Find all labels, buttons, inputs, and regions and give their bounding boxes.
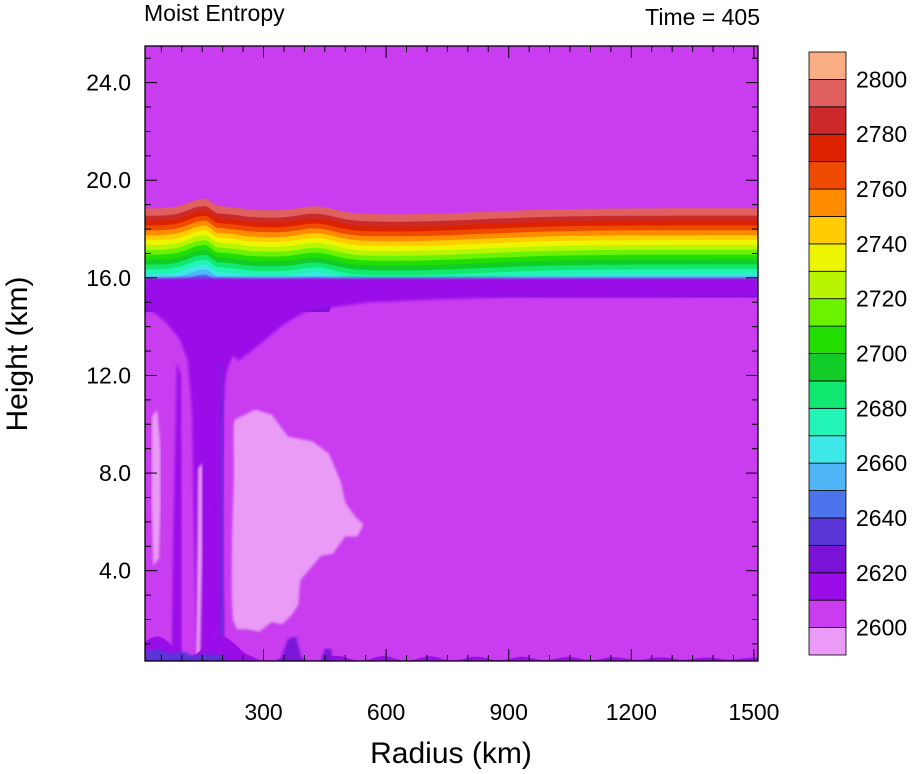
colorbar-box <box>808 490 847 519</box>
chart-time-label: Time = 405 <box>645 4 760 30</box>
colorbar-box <box>808 599 847 628</box>
boundary-layer-bump-2 <box>320 648 333 661</box>
y-tick-label: 4.0 <box>99 558 131 584</box>
chart-title: Moist Entropy <box>144 0 285 26</box>
colorbar-box <box>808 270 847 300</box>
colorbar-label: 2600 <box>856 615 907 641</box>
x-tick-label: 900 <box>490 699 528 725</box>
x-tick-label: 300 <box>244 699 282 725</box>
eyewall-inner-patch <box>224 395 235 620</box>
colorbar-box <box>808 380 847 409</box>
axis-ticks <box>145 46 758 661</box>
colorbar-label: 2760 <box>856 176 907 202</box>
colorbar-box <box>808 572 847 601</box>
y-axis-label: Height (km) <box>1 276 34 431</box>
colorbar-label: 2800 <box>856 66 907 92</box>
mid-level-high-entropy <box>226 409 364 632</box>
colorbar-box <box>808 298 847 327</box>
y-tick-labels: 4.0 8.0 12.0 16.0 20.0 24.0 <box>86 70 131 584</box>
center-high-entropy <box>151 409 161 566</box>
colorbar-box <box>808 435 847 464</box>
colorbar-box <box>808 51 847 80</box>
colorbar-box <box>808 161 847 190</box>
center-small-light <box>196 463 203 657</box>
colorbar-label: 2660 <box>856 450 907 476</box>
plume-streak-core <box>220 365 224 661</box>
plume-streak-1 <box>171 363 182 661</box>
boundary-layer-bump-1 <box>279 636 303 661</box>
contour-field <box>145 46 758 661</box>
colorbar-box <box>808 544 847 574</box>
colorbar-labels: 2600 2620 2640 2660 2680 2700 2720 2740 2760 2780… <box>856 66 907 640</box>
colorbar-label: 2700 <box>856 341 907 367</box>
y-tick-label: 16.0 <box>86 265 131 291</box>
y-tick-label: 24.0 <box>86 70 131 96</box>
colorbar-box <box>808 517 847 546</box>
colorbar-label: 2680 <box>856 395 907 421</box>
x-tick-label: 1500 <box>728 699 779 725</box>
colorbar-box <box>808 627 847 656</box>
colorbar-box <box>808 79 847 108</box>
y-tick-label: 8.0 <box>99 460 131 486</box>
colorbar-label: 2620 <box>856 560 907 586</box>
colorbar-box <box>808 243 847 272</box>
plot-frame <box>144 45 759 662</box>
x-tick-label: 1200 <box>606 699 657 725</box>
colorbar-label: 2640 <box>856 505 907 531</box>
x-tick-labels: 300 600 900 1200 1500 <box>244 699 779 725</box>
colorbar <box>808 51 847 656</box>
x-axis-label: Radius (km) <box>370 737 532 770</box>
colorbar-label: 2780 <box>856 121 907 147</box>
colorbar-box <box>808 106 847 135</box>
colorbar-box <box>808 353 847 382</box>
y-tick-label: 20.0 <box>86 167 131 193</box>
colorbar-box <box>808 462 847 491</box>
colorbar-label: 2740 <box>856 231 907 257</box>
boundary-layer-core <box>145 648 227 661</box>
eyewall-low-entropy <box>145 277 758 661</box>
colorbar-box <box>808 216 847 245</box>
colorbar-label: 2720 <box>856 286 907 312</box>
x-tick-label: 600 <box>367 699 405 725</box>
colorbar-box <box>808 188 847 217</box>
colorbar-box <box>808 325 847 354</box>
contour-features <box>145 277 758 661</box>
colorbar-box <box>808 133 847 163</box>
y-tick-label: 12.0 <box>86 362 131 388</box>
colorbar-box <box>808 407 847 437</box>
